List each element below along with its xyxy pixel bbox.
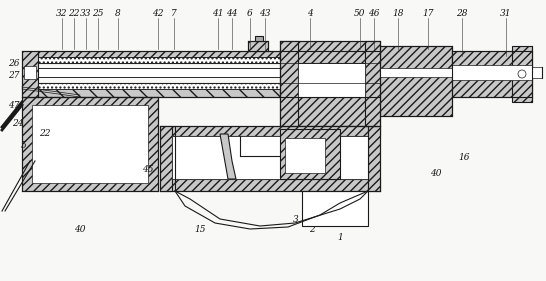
- Text: 47: 47: [8, 101, 20, 110]
- Text: 17: 17: [422, 8, 434, 17]
- Text: 1: 1: [337, 232, 343, 241]
- Bar: [24, 66, 36, 79]
- Bar: [365, 41, 380, 126]
- Bar: [38, 83, 280, 97]
- Text: 15: 15: [194, 225, 206, 234]
- Text: 28: 28: [456, 8, 468, 17]
- Bar: [160, 126, 380, 136]
- Bar: [38, 68, 280, 77]
- Text: 42: 42: [152, 8, 164, 17]
- Bar: [280, 41, 298, 126]
- Bar: [38, 51, 280, 63]
- Text: 44: 44: [226, 8, 238, 17]
- Bar: [280, 129, 340, 179]
- Text: 26: 26: [8, 58, 20, 67]
- Bar: [368, 126, 380, 191]
- Text: 31: 31: [500, 8, 512, 17]
- Text: 7: 7: [171, 8, 177, 17]
- Bar: [280, 97, 380, 126]
- Bar: [285, 138, 325, 173]
- Bar: [298, 63, 365, 97]
- Bar: [32, 105, 148, 183]
- Text: 40: 40: [74, 225, 86, 234]
- Bar: [22, 51, 38, 97]
- Bar: [172, 136, 368, 179]
- Text: 16: 16: [458, 153, 470, 162]
- Bar: [248, 41, 268, 51]
- Text: 24: 24: [12, 119, 23, 128]
- Text: 33: 33: [80, 8, 92, 17]
- Text: 2: 2: [309, 225, 315, 234]
- Text: 27: 27: [8, 71, 20, 80]
- Text: 40: 40: [430, 169, 442, 178]
- Text: 4: 4: [307, 8, 313, 17]
- Bar: [38, 57, 280, 63]
- Text: 6: 6: [247, 8, 253, 17]
- Polygon shape: [220, 134, 236, 179]
- Bar: [380, 68, 452, 77]
- Text: 25: 25: [92, 8, 104, 17]
- Bar: [22, 97, 158, 191]
- Text: 22: 22: [68, 8, 80, 17]
- Bar: [160, 126, 172, 191]
- Text: 18: 18: [392, 8, 403, 17]
- Text: 41: 41: [212, 8, 224, 17]
- Text: 45: 45: [143, 164, 154, 173]
- Text: 3: 3: [293, 214, 299, 223]
- Text: 8: 8: [115, 8, 121, 17]
- Text: 46: 46: [368, 8, 380, 17]
- Text: 5: 5: [21, 142, 27, 151]
- Bar: [452, 65, 532, 80]
- Bar: [302, 191, 368, 226]
- Text: 22: 22: [39, 128, 51, 137]
- Bar: [160, 179, 380, 191]
- Text: 50: 50: [354, 8, 366, 17]
- Bar: [452, 51, 532, 97]
- Bar: [38, 83, 280, 89]
- Bar: [280, 41, 380, 63]
- Bar: [532, 67, 542, 78]
- Bar: [255, 36, 263, 41]
- Bar: [512, 46, 532, 102]
- Text: 32: 32: [56, 8, 68, 17]
- Text: 43: 43: [259, 8, 271, 17]
- Bar: [380, 46, 452, 116]
